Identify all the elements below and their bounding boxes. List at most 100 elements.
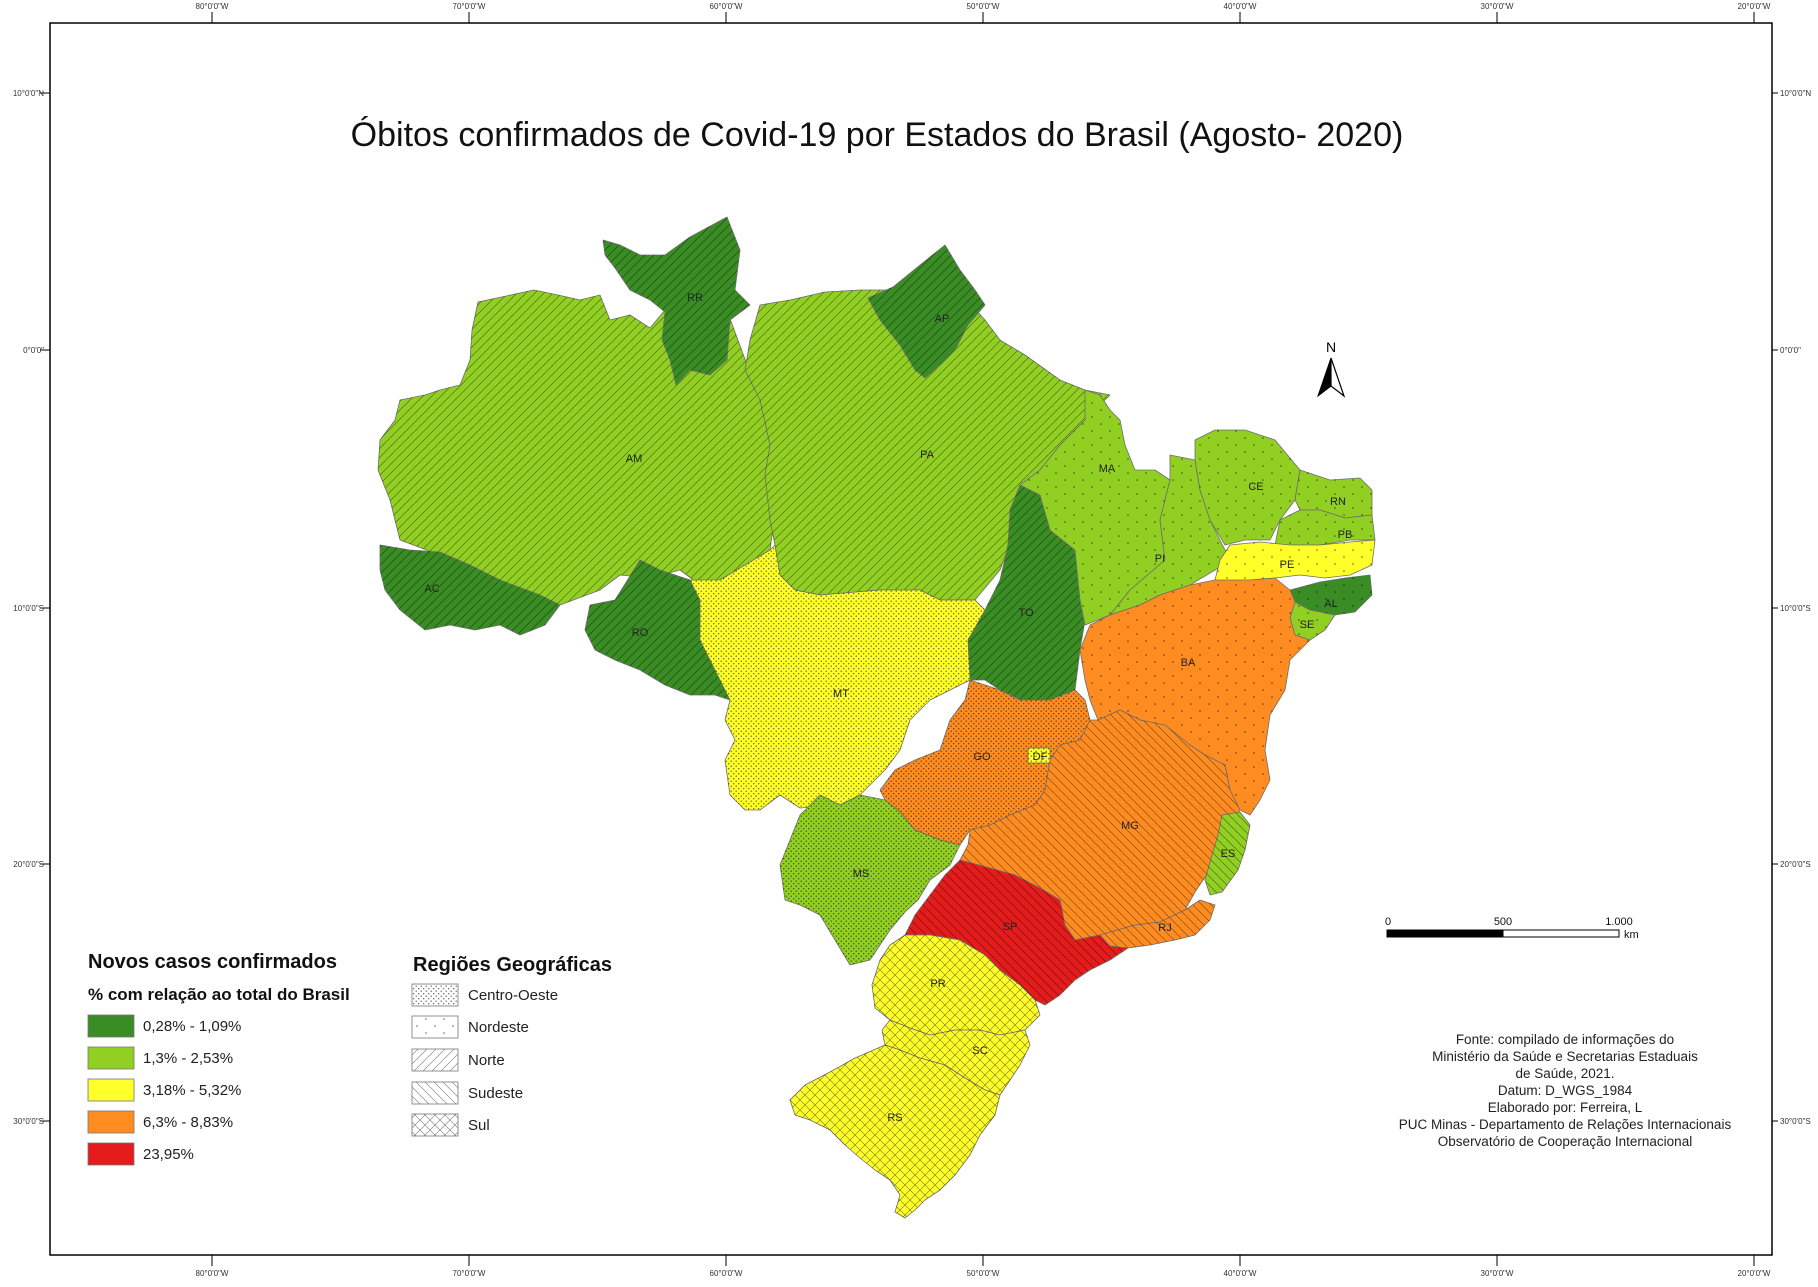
state-ro-hatch <box>585 560 730 700</box>
regions-legend: Regiões Geográficas Centro-Oeste Nordest… <box>411 954 612 1137</box>
state-label-mt: MT <box>833 688 849 700</box>
lat-label-right: 10°0'0"S <box>1780 604 1811 613</box>
credit-line: Observatório de Cooperação Internacional <box>1438 1134 1692 1149</box>
region-swatch-sudeste <box>411 1081 459 1105</box>
credit-line: Elaborado por: Ferreira, L <box>1488 1100 1643 1115</box>
scale-bar: 0 500 1.000 km <box>1385 916 1639 941</box>
scale-segment-white <box>1502 929 1620 938</box>
state-ce <box>1194 429 1301 546</box>
state-rr-hatch <box>603 217 750 385</box>
state-pr <box>871 934 1041 1036</box>
lat-label-right: 10°0'0"N <box>1780 89 1811 98</box>
state-labels: RR AP AM PA AC RO TO MA PI CE RN PB PE A… <box>424 292 1352 1124</box>
state-label-ap: AP <box>935 313 950 325</box>
state-ap <box>867 244 986 379</box>
state-se-hatch <box>1290 602 1335 640</box>
credit-line: Fonte: compilado de informações do <box>1456 1032 1674 1047</box>
state-ba <box>1079 577 1311 816</box>
lon-label-top: 20°0'0"W <box>1738 2 1771 11</box>
state-ms-hatch <box>780 795 960 965</box>
state-label-ba: BA <box>1181 657 1196 669</box>
legend-label-4: 23,95% <box>143 1146 194 1163</box>
lon-label-bottom: 80°0'0"W <box>196 1269 229 1278</box>
state-label-rn: RN <box>1330 496 1346 508</box>
state-label-pb: PB <box>1338 529 1353 541</box>
state-pi-hatch <box>1110 455 1230 615</box>
lon-label-bottom: 50°0'0"W <box>967 1269 1000 1278</box>
legend-heading: Novos casos confirmados <box>88 951 337 973</box>
legend-swatch-2 <box>87 1078 135 1102</box>
state-label-rj: RJ <box>1158 922 1171 934</box>
lon-label-top: 40°0'0"W <box>1224 2 1257 11</box>
credits-block: Fonte: compilado de informações do Minis… <box>1399 1032 1732 1149</box>
north-arrow: N <box>1316 339 1346 398</box>
credit-line: Ministério da Saúde e Secretarias Estadu… <box>1432 1049 1698 1064</box>
region-label-centro-oeste: Centro-Oeste <box>468 987 558 1004</box>
lat-label-right: 0°0'0" <box>1780 346 1801 355</box>
lon-label-bottom: 70°0'0"W <box>453 1269 486 1278</box>
state-label-ro: RO <box>632 627 649 639</box>
state-to-hatch <box>968 485 1085 700</box>
state-label-ms: MS <box>853 868 870 880</box>
state-label-al: AL <box>1324 598 1337 610</box>
lon-label-bottom: 20°0'0"W <box>1738 1269 1771 1278</box>
legend-label-3: 6,3% - 8,83% <box>143 1114 233 1131</box>
region-label-sul: Sul <box>468 1117 490 1134</box>
state-label-ce: CE <box>1248 481 1263 493</box>
state-pe-hatch <box>1215 540 1375 582</box>
state-label-pa: PA <box>920 449 935 461</box>
legend-label-2: 3,18% - 5,32% <box>143 1082 241 1099</box>
state-es <box>1204 811 1251 896</box>
north-arrow-label: N <box>1326 339 1336 355</box>
state-label-es: ES <box>1221 848 1236 860</box>
credit-line: Datum: D_WGS_1984 <box>1498 1083 1633 1098</box>
state-mt-hatch <box>690 545 985 810</box>
lon-label-top: 60°0'0"W <box>710 2 743 11</box>
state-mt <box>689 544 986 811</box>
credit-line: de Saúde, 2021. <box>1515 1066 1614 1081</box>
state-label-am: AM <box>626 453 643 465</box>
lat-label-right: 20°0'0"S <box>1780 860 1811 869</box>
legend-swatch-0 <box>87 1014 135 1038</box>
lat-label-left: 30°0'0"S <box>13 1117 44 1126</box>
regions-legend-heading: Regiões Geográficas <box>413 954 612 976</box>
state-pr-hatch <box>872 935 1040 1035</box>
state-sc <box>881 1019 1031 1096</box>
state-go-hatch <box>880 680 1090 845</box>
state-label-ma: MA <box>1099 463 1116 475</box>
legend-label-1: 1,3% - 2,53% <box>143 1050 233 1067</box>
state-pb <box>1274 509 1376 546</box>
state-label-ac: AC <box>424 583 439 595</box>
state-label-rs: RS <box>887 1112 902 1124</box>
state-rs-hatch <box>790 1045 1000 1218</box>
state-label-pr: PR <box>930 978 945 990</box>
states-layer <box>377 216 1376 1219</box>
state-label-rr: RR <box>687 292 703 304</box>
class-legend: Novos casos confirmados % com relação ao… <box>87 951 350 1166</box>
map-title: Óbitos confirmados de Covid-19 por Estad… <box>351 116 1404 154</box>
state-ac-hatch <box>380 545 560 635</box>
region-swatch-norte <box>411 1048 459 1072</box>
state-label-sc: SC <box>972 1045 987 1057</box>
region-label-nordeste: Nordeste <box>468 1019 529 1036</box>
state-df-hatch <box>1028 748 1050 763</box>
lat-label-right: 30°0'0"S <box>1780 1117 1811 1126</box>
graticule-ticks <box>40 12 1778 1266</box>
lon-label-bottom: 60°0'0"W <box>710 1269 743 1278</box>
lat-label-left: 10°0'0"N <box>13 89 44 98</box>
state-ap-hatch <box>868 245 985 378</box>
state-ma-hatch <box>1020 390 1170 625</box>
state-rj-hatch <box>1100 900 1215 948</box>
state-label-df: DF <box>1033 751 1048 763</box>
lon-label-top: 80°0'0"W <box>196 2 229 11</box>
lon-label-bottom: 40°0'0"W <box>1224 1269 1257 1278</box>
lat-label-left: 20°0'0"S <box>13 860 44 869</box>
state-ro <box>584 559 731 701</box>
state-ba-hatch <box>1080 578 1310 815</box>
scale-label-1000: 1.000 <box>1605 916 1633 928</box>
state-label-sp: SP <box>1003 921 1018 933</box>
state-label-to: TO <box>1018 607 1034 619</box>
scale-label-500: 500 <box>1494 916 1512 928</box>
graticule-labels: 80°0'0"W 70°0'0"W 60°0'0"W 50°0'0"W 40°0… <box>13 2 1812 1278</box>
